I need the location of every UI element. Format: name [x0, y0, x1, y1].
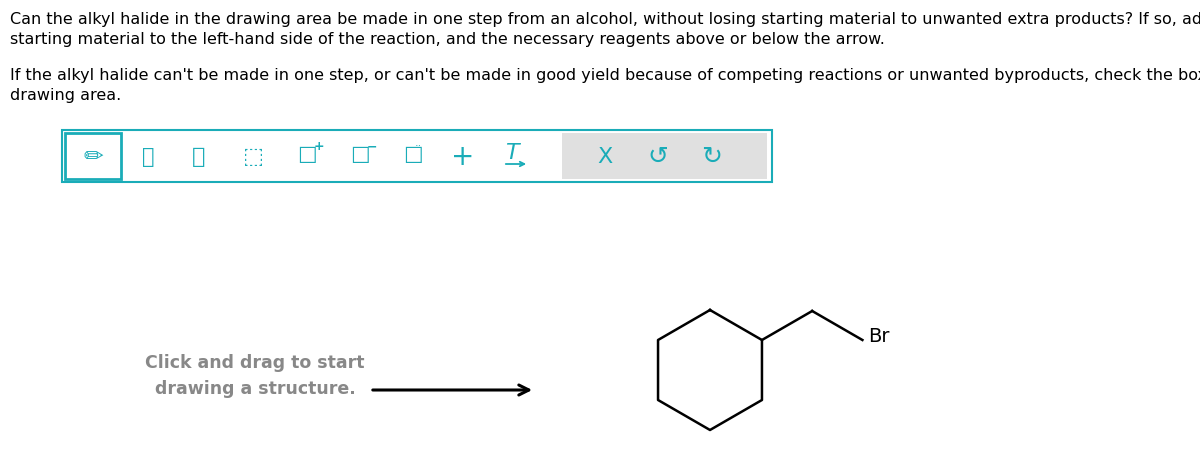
Bar [62, 130, 772, 182]
Text: If the alkyl halide can't be made in one step, or can't be made in good yield be: If the alkyl halide can't be made in one… [10, 68, 1200, 103]
Bar [65, 133, 121, 179]
Text: □: □ [298, 144, 317, 164]
Text: ↺: ↺ [648, 145, 668, 169]
Text: −: − [367, 141, 377, 154]
Text: □: □ [350, 144, 370, 164]
Text: Br: Br [869, 326, 890, 345]
Text: +: + [313, 141, 324, 154]
Text: X: X [598, 147, 613, 167]
Text: Click and drag to start
drawing a structure.: Click and drag to start drawing a struct… [145, 355, 365, 397]
Text: +: + [451, 143, 475, 171]
Bar [562, 133, 767, 179]
Text: ⬧: ⬧ [142, 147, 155, 167]
Text: Can the alkyl halide in the drawing area be made in one step from an alcohol, wi: Can the alkyl halide in the drawing area… [10, 12, 1200, 47]
Text: ✏: ✏ [83, 145, 103, 169]
Text: T: T [505, 143, 518, 163]
Text: ··: ·· [414, 141, 421, 151]
Text: ✋: ✋ [192, 147, 205, 167]
Text: □: □ [403, 144, 422, 164]
Text: ⬚: ⬚ [242, 147, 264, 167]
Text: ↻: ↻ [702, 145, 722, 169]
